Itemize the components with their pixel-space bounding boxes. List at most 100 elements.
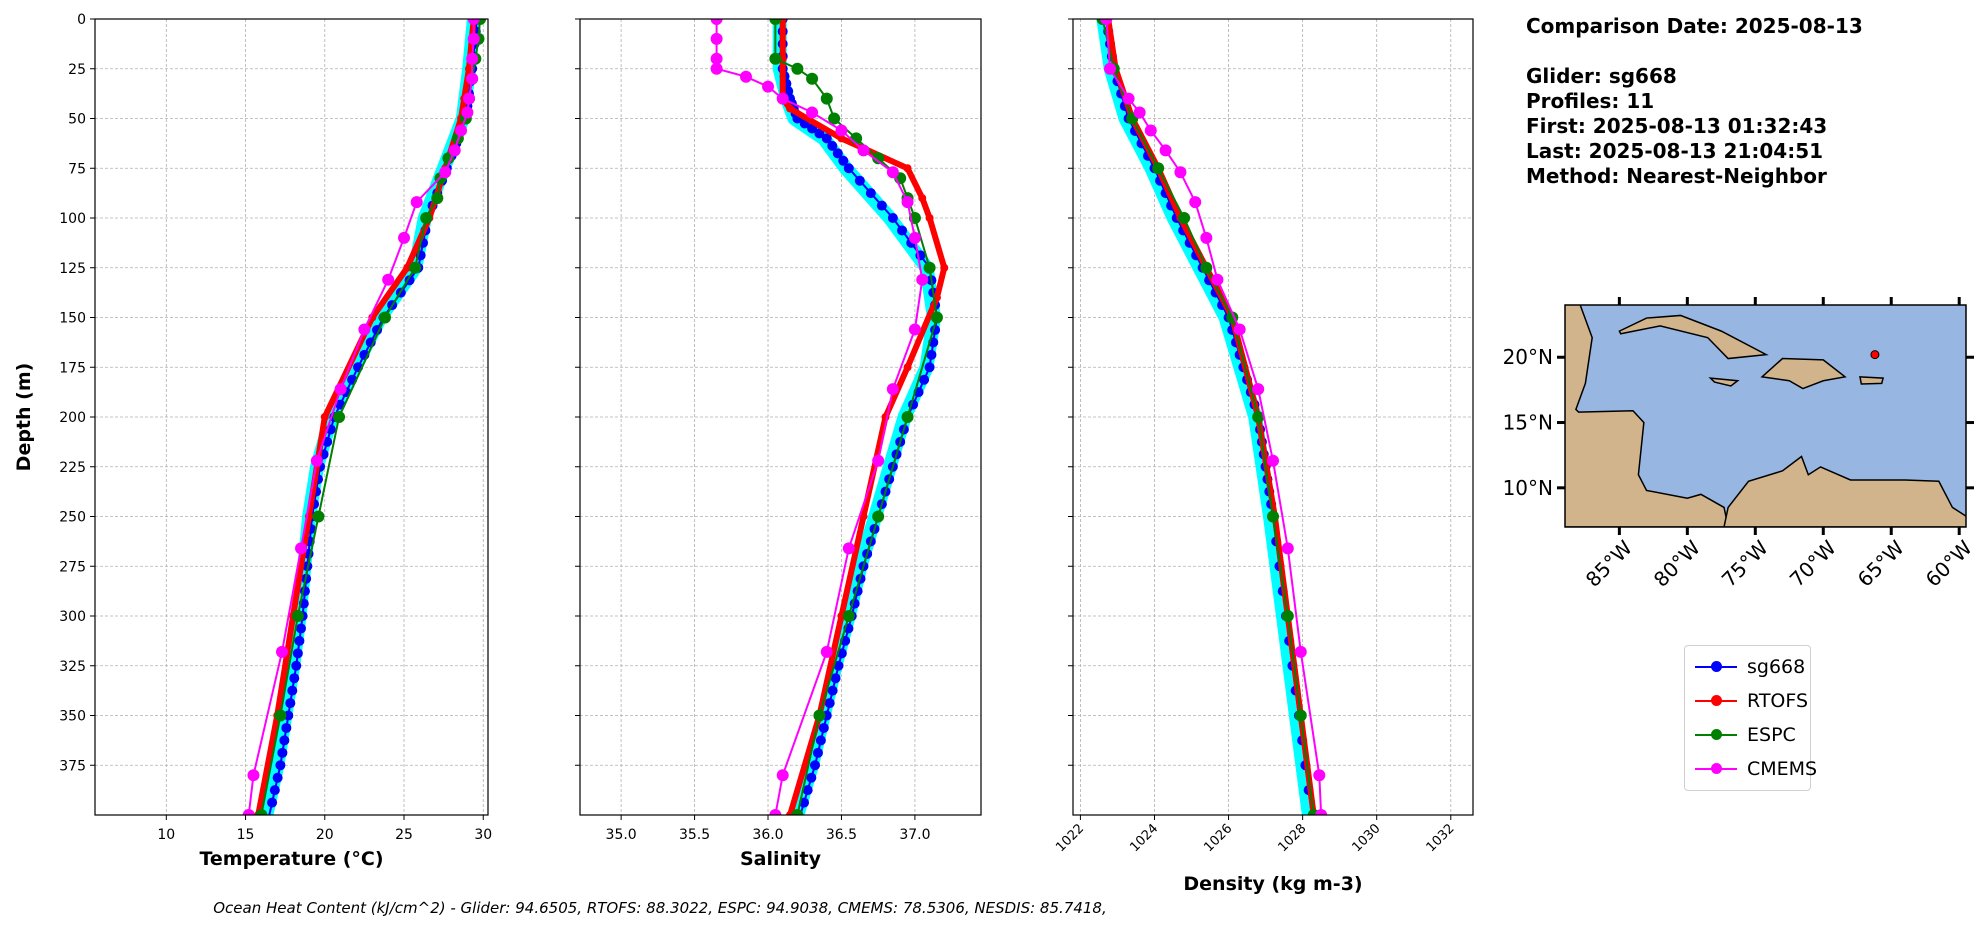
marker-espc	[312, 510, 325, 523]
marker-cmems	[275, 645, 288, 658]
lat-tick-label: 10°N	[1503, 476, 1553, 500]
marker-espc	[813, 709, 826, 722]
marker-sg668	[269, 785, 280, 796]
marker-cmems	[1144, 124, 1157, 137]
legend-item-cmems: CMEMS	[1695, 754, 1817, 784]
marker-cmems	[1294, 645, 1307, 658]
marker-cmems	[382, 273, 395, 286]
lat-tick-label: 15°N	[1503, 411, 1553, 435]
marker-espc	[1178, 212, 1191, 224]
marker-sg668	[806, 772, 817, 783]
marker-sg668	[818, 722, 829, 733]
marker-cmems	[1174, 166, 1187, 179]
marker-cmems	[242, 809, 255, 815]
marker-espc	[842, 610, 855, 622]
y-tick-label: 225	[59, 460, 86, 476]
marker-sg668	[824, 698, 835, 709]
legend-swatch	[1695, 661, 1737, 672]
axes-frame	[579, 18, 982, 816]
marker-sg668	[830, 673, 841, 684]
legend-swatch	[1695, 729, 1737, 740]
marker-cmems	[1133, 106, 1146, 119]
y-tick-label: 25	[68, 62, 86, 78]
marker-cmems	[901, 196, 914, 209]
marker-cmems	[710, 62, 723, 75]
marker-sg668	[832, 148, 843, 159]
marker-espc	[872, 152, 885, 165]
south-america	[1723, 455, 1966, 527]
marker-sg668	[294, 635, 305, 646]
marker-cmems	[769, 809, 782, 815]
y-tick-label: 75	[68, 161, 86, 177]
marker-rtofs	[940, 263, 949, 272]
marker-cmems	[1267, 454, 1279, 467]
marker-cmems	[334, 383, 347, 396]
legend-item-rtofs: RTOFS	[1695, 686, 1808, 716]
x-tick-label: 37.0	[899, 827, 930, 843]
marker-espc	[872, 510, 885, 523]
lon-tick-label: 65°W	[1853, 535, 1909, 591]
marker-cmems	[1104, 62, 1117, 75]
marker-espc	[378, 311, 391, 324]
marker-cmems	[776, 769, 789, 782]
marker-cmems	[1122, 92, 1135, 105]
x-tick-label: 1026	[1201, 821, 1235, 855]
marker-cmems	[908, 231, 921, 244]
marker-rtofs	[837, 134, 846, 143]
series-group	[710, 19, 949, 815]
hispaniola	[1760, 357, 1847, 390]
marker-cmems	[1100, 19, 1113, 25]
marker-cmems	[908, 323, 921, 336]
marker-cmems	[1313, 769, 1326, 782]
method: Method: Nearest-Neighbor	[1526, 164, 1827, 188]
y-tick-label: 100	[59, 211, 86, 227]
marker-cmems	[762, 80, 775, 93]
marker-espc	[930, 311, 943, 324]
marker-cmems	[358, 323, 371, 336]
marker-sg668	[854, 175, 865, 186]
marker-cmems	[410, 196, 423, 209]
marker-cmems	[448, 144, 461, 157]
marker-espc	[1152, 162, 1165, 175]
marker-espc	[1200, 261, 1213, 274]
marker-espc	[791, 809, 804, 815]
marker-cmems	[872, 454, 885, 467]
y-tick-label: 50	[68, 112, 86, 128]
marker-cmems	[916, 273, 929, 286]
x-tick-label: 25	[395, 827, 413, 843]
marker-cmems	[310, 454, 323, 467]
legend-swatch	[1695, 763, 1737, 774]
x-tick-label: 10	[157, 827, 175, 843]
marker-espc	[291, 610, 304, 622]
marker-sg668	[924, 362, 935, 373]
legend-item-sg668: sg668	[1695, 652, 1805, 682]
marker-sg668	[814, 128, 825, 139]
marker-sg668	[802, 785, 813, 796]
marker-espc	[333, 411, 346, 423]
x-tick-label: 1032	[1424, 821, 1458, 855]
marker-sg668	[291, 660, 302, 671]
marker-espc	[820, 92, 833, 105]
profile-count: Profiles: 11	[1526, 89, 1655, 113]
marker-cmems	[1211, 273, 1224, 286]
marker-rtofs	[403, 263, 412, 272]
marker-cmems	[710, 32, 723, 45]
legend-swatch	[1695, 695, 1737, 706]
inset-map	[1557, 297, 1974, 535]
cuba	[1618, 314, 1769, 360]
marker-rtofs	[464, 64, 473, 73]
marker-sg668	[287, 685, 298, 696]
marker-cmems	[455, 124, 468, 137]
marker-cmems	[739, 70, 752, 83]
marker-sg668	[838, 155, 849, 166]
marker-cmems	[776, 92, 789, 105]
axes-frame	[1072, 18, 1474, 816]
marker-cmems	[842, 542, 855, 555]
y-tick-label: 200	[59, 410, 86, 426]
x-tick-label: 35.0	[606, 827, 637, 843]
marker-cmems	[886, 383, 899, 396]
axes-frame	[94, 18, 489, 816]
x-tick-label: 20	[316, 827, 334, 843]
marker-cmems	[1281, 542, 1294, 555]
marker-cmems	[835, 124, 848, 137]
